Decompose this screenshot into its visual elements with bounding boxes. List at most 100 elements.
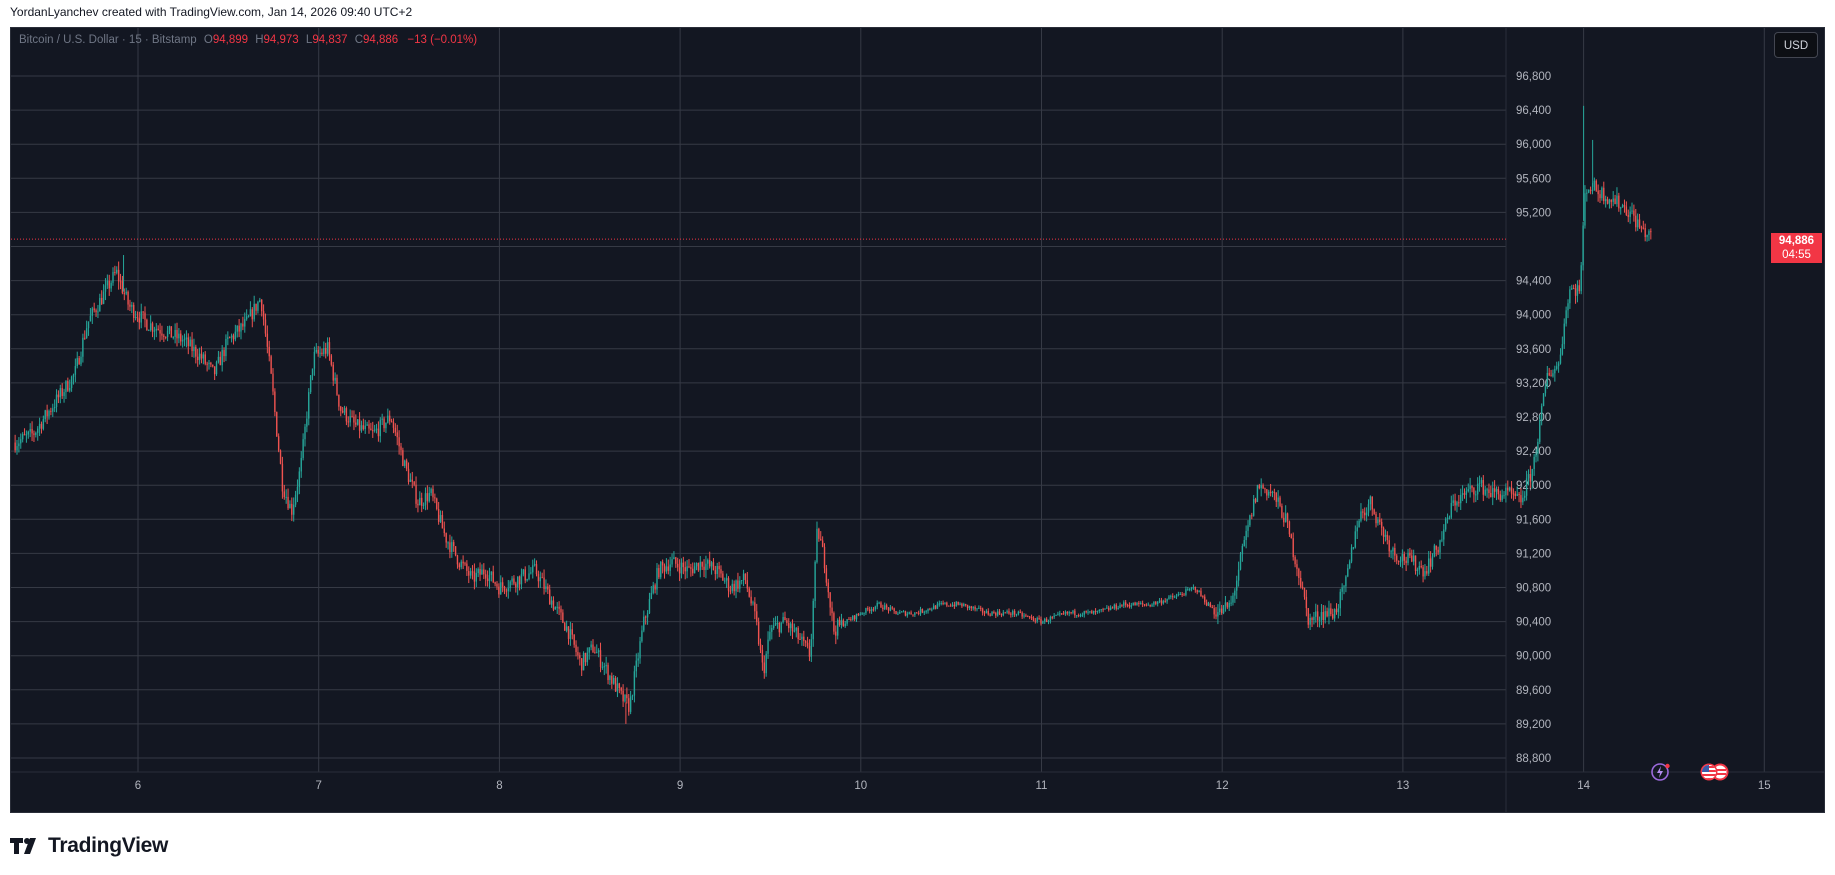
candle-body xyxy=(1396,555,1398,561)
candle-body xyxy=(1172,596,1174,598)
candle-body xyxy=(565,626,568,631)
candle-body xyxy=(663,565,666,572)
candle-body xyxy=(511,578,513,582)
candle-body xyxy=(1318,620,1321,622)
candle-body xyxy=(1098,610,1101,612)
candle-body xyxy=(821,540,824,547)
candle-body xyxy=(245,316,248,320)
candle-body xyxy=(1529,474,1532,482)
candle-body xyxy=(1365,512,1368,516)
candle-body xyxy=(198,353,201,361)
candle-body xyxy=(938,603,941,605)
candle-body xyxy=(1307,608,1309,625)
candle-body xyxy=(48,410,50,417)
candle-body xyxy=(187,337,189,347)
candle-body xyxy=(590,644,592,648)
candle-body xyxy=(1471,485,1473,488)
candle-body xyxy=(1422,567,1424,577)
candle-body xyxy=(1266,489,1268,496)
candle-body xyxy=(537,574,540,582)
candle-body xyxy=(1448,517,1451,519)
candle-body xyxy=(889,607,892,611)
lightning-event-icon[interactable] xyxy=(1649,762,1673,782)
candle-body xyxy=(481,569,483,575)
candle-body xyxy=(1019,611,1021,613)
candle-body xyxy=(296,486,299,495)
bar-countdown: 04:55 xyxy=(1782,249,1811,262)
candle-body xyxy=(1290,534,1293,539)
candle-body xyxy=(25,434,28,436)
candle-body xyxy=(1476,483,1479,495)
candle-body xyxy=(114,271,116,273)
price-tick-label: 88,800 xyxy=(1516,753,1551,765)
candle-body xyxy=(55,394,58,407)
candle-body xyxy=(129,304,131,307)
candle-body xyxy=(1537,441,1539,454)
currency-button[interactable]: USD xyxy=(1774,32,1818,58)
candle-body xyxy=(754,602,756,612)
candle-body xyxy=(1424,571,1426,577)
candle-body xyxy=(1497,489,1500,495)
legend-close-label: C xyxy=(354,34,364,46)
candle-body xyxy=(232,335,235,340)
candle-body xyxy=(323,347,325,355)
candle-body xyxy=(341,410,344,413)
tradingview-wordmark: TradingView xyxy=(48,834,169,857)
candle-body xyxy=(661,561,664,566)
candle-body xyxy=(693,566,696,574)
candle-body xyxy=(554,607,557,610)
candle-body xyxy=(441,514,444,529)
candle-body xyxy=(447,542,449,544)
candle-body xyxy=(1627,214,1629,217)
price-tick-label: 96,400 xyxy=(1516,105,1551,117)
candle-body xyxy=(699,561,701,571)
price-tick-label: 94,000 xyxy=(1516,310,1551,322)
candle-body xyxy=(477,568,479,574)
candle-body xyxy=(727,578,730,591)
candle-body xyxy=(340,406,342,411)
candle-body xyxy=(420,497,423,506)
candle-body xyxy=(326,342,329,354)
candle-body xyxy=(803,636,805,642)
candle-body xyxy=(1051,617,1053,619)
candle-body xyxy=(360,425,363,431)
candle-body xyxy=(336,377,338,395)
candle-body xyxy=(1505,487,1507,496)
time-tick-label: 11 xyxy=(1036,780,1048,792)
candle-body xyxy=(1433,545,1436,557)
candle-body xyxy=(57,394,60,398)
candle-body xyxy=(1525,478,1528,496)
candle-body xyxy=(1492,488,1494,498)
us-flag-event-icon[interactable] xyxy=(1697,762,1729,782)
candle-body xyxy=(1599,194,1601,199)
candle-body xyxy=(641,630,643,642)
candle-body xyxy=(206,363,208,365)
candle-body xyxy=(23,434,26,436)
candle-body xyxy=(394,427,397,433)
candle-body xyxy=(1360,511,1362,521)
candle-body xyxy=(358,419,361,431)
candle-body xyxy=(1264,488,1266,490)
candle-body xyxy=(1027,615,1029,617)
candle-body xyxy=(1392,547,1394,552)
candle-body xyxy=(405,460,408,469)
candle-body xyxy=(1162,600,1165,604)
candle-body xyxy=(479,568,481,575)
candle-body xyxy=(1292,538,1294,558)
candle-body xyxy=(1079,615,1082,617)
candle-body xyxy=(409,479,412,482)
candle-body xyxy=(708,560,711,567)
chart-frame[interactable]: 88,800 89,200 89,600 90,000 90,400 90,800 91,2… xyxy=(10,27,1825,813)
candle-body xyxy=(466,563,468,571)
candle-body xyxy=(547,586,549,590)
candle-body xyxy=(923,611,925,613)
candle-body xyxy=(740,580,743,582)
candle-body xyxy=(626,694,628,699)
candle-body xyxy=(225,338,227,357)
candlestick-chart[interactable]: 88,800 89,200 89,600 90,000 90,400 90,800 91,2… xyxy=(11,28,1824,812)
candle-body xyxy=(445,533,447,543)
candle-body xyxy=(400,446,402,451)
candle-body xyxy=(1183,594,1185,596)
candle-body xyxy=(884,605,886,610)
candle-body xyxy=(772,625,775,628)
